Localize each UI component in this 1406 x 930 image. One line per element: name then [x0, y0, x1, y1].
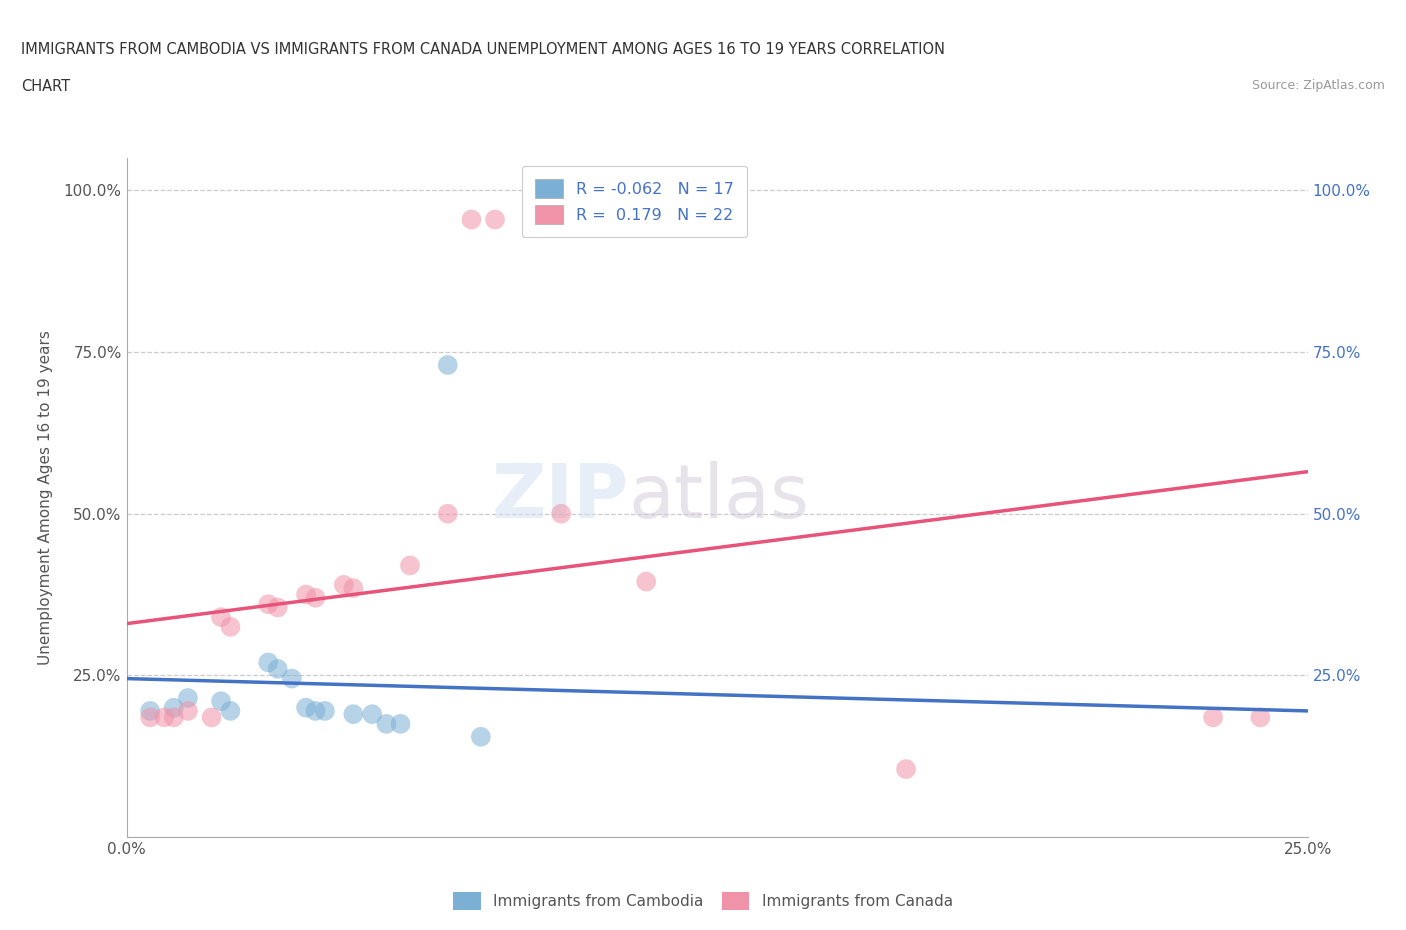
Point [636, 574, 658, 589]
Point [219, 703, 242, 718]
Point [163, 700, 186, 715]
Point [209, 610, 232, 625]
Point [470, 729, 492, 744]
Text: Source: ZipAtlas.com: Source: ZipAtlas.com [1251, 79, 1385, 92]
Point [304, 703, 326, 718]
Point [304, 591, 326, 605]
Point [1202, 710, 1225, 724]
Point [281, 671, 304, 686]
Legend: R = -0.062   N = 17, R =  0.179   N = 22: R = -0.062 N = 17, R = 0.179 N = 22 [522, 166, 747, 237]
Point [153, 710, 176, 724]
Point [550, 506, 572, 521]
Point [200, 710, 222, 724]
Point [342, 707, 364, 722]
Point [257, 655, 280, 670]
Point [139, 710, 162, 724]
Point [257, 597, 280, 612]
Point [219, 619, 242, 634]
Point [139, 703, 162, 718]
Text: IMMIGRANTS FROM CAMBODIA VS IMMIGRANTS FROM CANADA UNEMPLOYMENT AMONG AGES 16 TO: IMMIGRANTS FROM CAMBODIA VS IMMIGRANTS F… [21, 42, 945, 57]
Point [460, 212, 482, 227]
Point [375, 716, 398, 731]
Point [295, 700, 318, 715]
Point [295, 587, 318, 602]
Point [267, 661, 290, 676]
Point [361, 707, 384, 722]
Point [1249, 710, 1271, 724]
Point [177, 691, 200, 706]
Text: atlas: atlas [628, 461, 810, 534]
Point [267, 600, 290, 615]
Text: ZIP: ZIP [491, 461, 628, 534]
Point [342, 580, 364, 595]
Point [436, 506, 458, 521]
Point [399, 558, 422, 573]
Point [177, 703, 200, 718]
Point [894, 762, 917, 777]
Point [314, 703, 336, 718]
Point [333, 578, 356, 592]
Point [389, 716, 412, 731]
Text: CHART: CHART [21, 79, 70, 94]
Point [209, 694, 232, 709]
Point [163, 710, 186, 724]
Legend: Immigrants from Cambodia, Immigrants from Canada: Immigrants from Cambodia, Immigrants fro… [446, 884, 960, 918]
Y-axis label: Unemployment Among Ages 16 to 19 years: Unemployment Among Ages 16 to 19 years [38, 330, 52, 665]
Point [436, 357, 458, 372]
Point [484, 212, 506, 227]
